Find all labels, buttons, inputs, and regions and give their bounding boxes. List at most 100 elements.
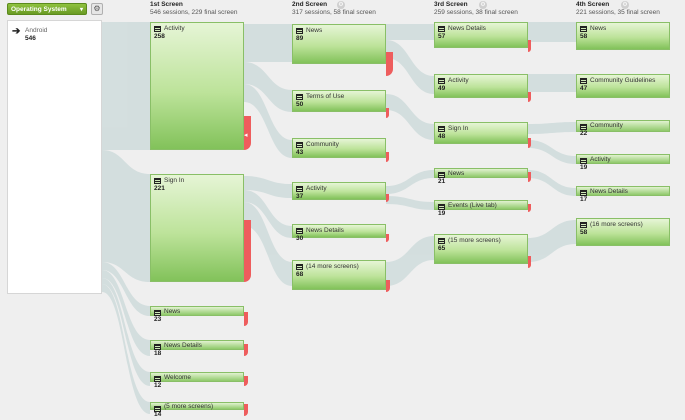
flow-link xyxy=(244,176,292,198)
flow-link xyxy=(528,74,576,92)
flow-link xyxy=(102,22,150,150)
column-title: 3rd Screen xyxy=(434,1,468,8)
screen-node[interactable]: Welcome 12 xyxy=(150,372,244,389)
table-icon xyxy=(580,190,587,196)
screen-node[interactable]: Activity 37 xyxy=(292,182,386,200)
drop-off-bar[interactable] xyxy=(386,152,389,162)
screen-count: 30 xyxy=(296,235,304,242)
flow-link xyxy=(102,262,150,316)
screen-node[interactable]: Events (Live tab) 19 xyxy=(434,200,528,217)
screen-count: 23 xyxy=(154,316,162,323)
screen-name: Community xyxy=(306,141,339,148)
column-options-icon[interactable]: ⚙ xyxy=(337,1,345,9)
settings-button[interactable]: ⚙ xyxy=(91,3,103,15)
screen-node[interactable]: Sign In 48 xyxy=(434,122,528,144)
screen-count: 22 xyxy=(580,130,588,137)
screen-node[interactable]: Activity 49 xyxy=(434,74,528,98)
drop-off-bar[interactable] xyxy=(244,376,248,386)
table-icon xyxy=(438,238,445,244)
screen-node[interactable]: Activity 19 xyxy=(576,154,670,171)
gear-icon: ⚙ xyxy=(93,4,101,13)
screen-count: 19 xyxy=(438,210,446,217)
drop-off-bar[interactable] xyxy=(528,138,531,148)
screen-node[interactable]: Terms of Use 50 xyxy=(292,90,386,112)
screen-node[interactable]: Community 43 xyxy=(292,138,386,158)
table-icon xyxy=(438,126,445,132)
drop-off-bar[interactable] xyxy=(386,108,389,118)
table-icon xyxy=(296,186,303,192)
screen-count: 258 xyxy=(154,33,165,40)
table-icon xyxy=(580,26,587,32)
screen-name: Sign In xyxy=(164,177,185,184)
drop-off-bar[interactable] xyxy=(386,234,389,242)
screen-count: 49 xyxy=(438,85,446,92)
column-options-icon[interactable]: ⚙ xyxy=(479,1,487,9)
screen-count: 68 xyxy=(296,271,304,278)
screen-node[interactable]: (14 more screens) 68 xyxy=(292,260,386,290)
screen-name: Activity xyxy=(448,77,469,84)
screen-name: (16 more screens) xyxy=(590,221,643,228)
dimension-dropdown[interactable]: Operating System ▾ xyxy=(7,3,87,15)
column-title: 1st Screen xyxy=(150,1,183,8)
table-icon xyxy=(154,376,161,382)
table-icon xyxy=(296,28,303,34)
screen-name: News Details xyxy=(306,227,344,234)
screen-node[interactable]: News Details 57 xyxy=(434,22,528,48)
source-label: Android 546 xyxy=(25,27,47,43)
screen-node[interactable]: News 89 xyxy=(292,24,386,64)
screen-node[interactable]: (5 more screens) 14 xyxy=(150,402,244,418)
flow-link xyxy=(244,62,292,112)
table-icon xyxy=(154,26,161,32)
screen-count: 43 xyxy=(296,149,304,156)
screen-count: 48 xyxy=(438,133,446,140)
flow-link xyxy=(386,196,434,210)
source-sessions: 546 xyxy=(25,35,36,42)
screen-count: 17 xyxy=(580,196,588,203)
drop-off-bar[interactable] xyxy=(386,280,390,292)
screen-node[interactable]: Sign In 221 xyxy=(150,174,244,282)
screen-node[interactable]: Community 22 xyxy=(576,120,670,137)
flow-link xyxy=(244,202,292,286)
column-title: 4th Screen xyxy=(576,1,610,8)
drop-off-bar[interactable] xyxy=(244,220,251,282)
column-summary: 221 sessions, 35 final screen xyxy=(576,9,660,16)
screen-node[interactable]: News Details 18 xyxy=(150,340,244,357)
screen-node[interactable]: News 21 xyxy=(434,168,528,185)
drop-off-bar[interactable] xyxy=(528,204,531,212)
drop-off-bar[interactable] xyxy=(528,172,531,182)
flow-link xyxy=(528,22,576,42)
table-icon xyxy=(438,172,445,178)
screen-name: News Details xyxy=(164,342,202,349)
screen-node[interactable]: (16 more screens) 58 xyxy=(576,218,670,246)
screen-name: Terms of Use xyxy=(306,93,345,100)
drop-off-bar[interactable] xyxy=(528,256,531,268)
screen-node[interactable]: Community Guidelines 47 xyxy=(576,74,670,98)
toolbar: Operating System ▾ ⚙ 1st Screen 546 sess… xyxy=(0,0,685,22)
screen-node[interactable]: (15 more screens) 65 xyxy=(434,234,528,264)
screen-node[interactable]: News 58 xyxy=(576,22,670,50)
screen-node[interactable]: News Details 17 xyxy=(576,186,670,203)
screen-count: 21 xyxy=(438,178,446,185)
screen-count: 12 xyxy=(154,382,162,389)
flow-link xyxy=(244,24,292,62)
screen-name: Activity xyxy=(590,156,611,163)
screen-count: 47 xyxy=(580,85,588,92)
screen-node[interactable]: News 23 xyxy=(150,306,244,323)
drop-off-bar[interactable] xyxy=(386,52,393,76)
screen-count: 18 xyxy=(154,350,162,357)
screen-node[interactable]: News Details 30 xyxy=(292,224,386,242)
drop-off-bar[interactable] xyxy=(528,40,531,52)
screen-node[interactable]: Activity 258 xyxy=(150,22,244,150)
source-node-android[interactable]: ➔ Android 546 xyxy=(7,20,102,294)
drop-off-bar[interactable] xyxy=(528,92,531,102)
drop-off-bar[interactable] xyxy=(244,344,248,356)
column-header-1: 1st Screen 546 sessions, 229 final scree… xyxy=(150,1,237,17)
column-options-icon[interactable]: ⚙ xyxy=(621,1,629,9)
drop-off-bar[interactable] xyxy=(244,404,248,416)
flow-link xyxy=(102,284,150,414)
table-icon xyxy=(296,94,303,100)
drop-off-bar[interactable] xyxy=(244,312,248,326)
drop-off-bar[interactable] xyxy=(386,194,389,202)
drop-off-bar[interactable]: ◂ xyxy=(244,116,251,150)
